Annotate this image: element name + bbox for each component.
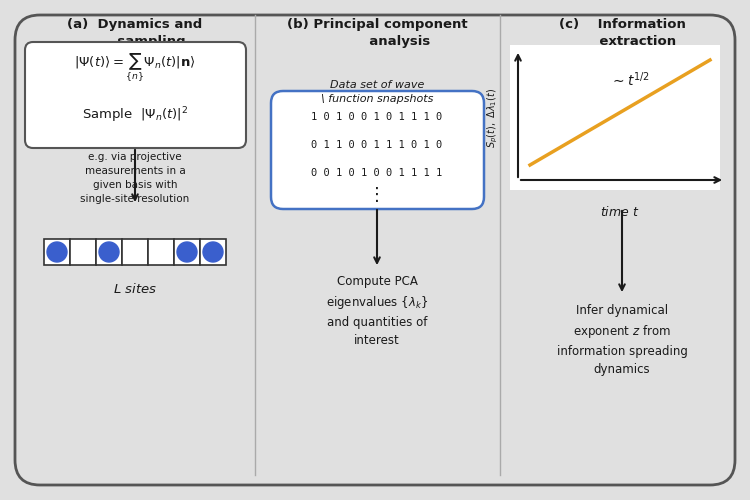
Bar — [70, 239, 96, 265]
Text: (b) Principal component
          analysis: (b) Principal component analysis — [286, 18, 467, 48]
Text: (c)    Information
       extraction: (c) Information extraction — [559, 18, 686, 48]
Circle shape — [177, 242, 197, 262]
Bar — [44, 239, 70, 265]
Text: (a)  Dynamics and
       sampling: (a) Dynamics and sampling — [68, 18, 203, 48]
Bar — [174, 239, 200, 265]
Circle shape — [99, 242, 119, 262]
Text: $|\Psi(t)\rangle = \sum_{\{n\}} \Psi_n(t)|\mathbf{n}\rangle$: $|\Psi(t)\rangle = \sum_{\{n\}} \Psi_n(t… — [74, 52, 196, 84]
FancyBboxPatch shape — [15, 15, 735, 485]
FancyBboxPatch shape — [271, 91, 484, 209]
FancyBboxPatch shape — [510, 45, 720, 190]
FancyBboxPatch shape — [25, 42, 246, 148]
Text: Infer dynamical
exponent $z$ from
information spreading
dynamics: Infer dynamical exponent $z$ from inform… — [556, 304, 688, 376]
Text: Data set of wave
\ function snapshots: Data set of wave \ function snapshots — [321, 80, 434, 104]
Text: 1 0 1 0 0 1 0 1 1 1 0: 1 0 1 0 0 1 0 1 1 1 0 — [311, 112, 442, 122]
Text: $\sim t^{1/2}$: $\sim t^{1/2}$ — [610, 70, 650, 90]
Bar — [96, 239, 122, 265]
Bar — [148, 239, 174, 265]
Bar — [122, 239, 148, 265]
Text: $L$ sites: $L$ sites — [113, 282, 157, 296]
Text: ⋮: ⋮ — [368, 186, 386, 204]
Text: $S_p(t),\ \Delta\lambda_1(t)$: $S_p(t),\ \Delta\lambda_1(t)$ — [485, 88, 500, 148]
Text: Sample  $|\Psi_n(t)|^2$: Sample $|\Psi_n(t)|^2$ — [82, 105, 188, 125]
Text: 0 0 1 0 1 0 0 1 1 1 1: 0 0 1 0 1 0 0 1 1 1 1 — [311, 168, 442, 178]
Text: 0 1 1 0 0 1 1 1 0 1 0: 0 1 1 0 0 1 1 1 0 1 0 — [311, 140, 442, 150]
Circle shape — [47, 242, 67, 262]
Text: time $t$: time $t$ — [600, 205, 640, 219]
Text: e.g. via projective
measurements in a
given basis with
single-site resolution: e.g. via projective measurements in a gi… — [80, 152, 190, 204]
Text: Compute PCA
eigenvalues $\{\lambda_k\}$
and quantities of
interest: Compute PCA eigenvalues $\{\lambda_k\}$ … — [326, 275, 428, 347]
Circle shape — [203, 242, 223, 262]
Bar — [200, 239, 226, 265]
